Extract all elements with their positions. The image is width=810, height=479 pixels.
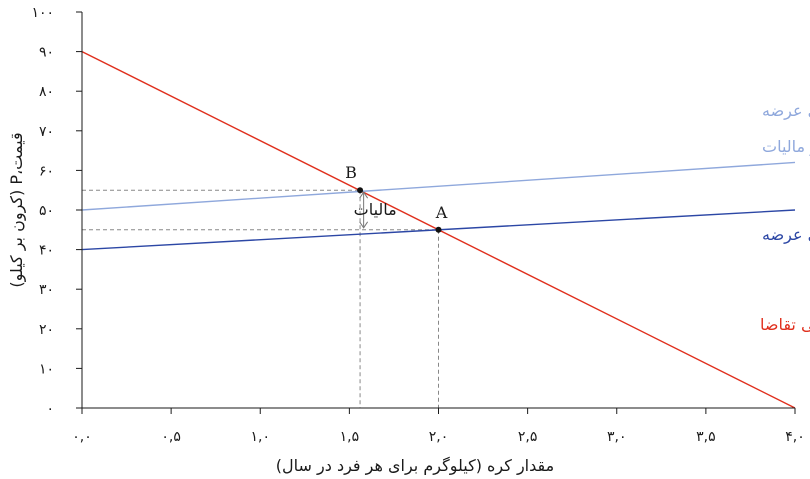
supply-label: منحنی عرضه bbox=[762, 225, 810, 245]
x-axis-title: مقدار کره (کیلوگرم برای هر فرد در سال) bbox=[276, 456, 554, 476]
y-tick-label: ۶۰ bbox=[39, 163, 54, 179]
x-tick-label: ۲,۰ bbox=[429, 429, 449, 445]
y-tick-label: ۹۰ bbox=[39, 45, 54, 61]
supply_tax-label: منحنی عرضه bbox=[762, 101, 810, 121]
demand-label: منحنی تقاضا bbox=[760, 315, 810, 334]
y-axis-title: قیمت،P (کرون بر کیلو) bbox=[7, 132, 27, 287]
tick-labels: ۰ ۱۰ ۲۰ ۳۰ ۴۰ ۵۰ ۶۰ ۷۰ ۸۰ ۹۰ ۱۰۰ ۰,۰ ۰,۵ ۱,۰ ۱,۵ ۲,۰ ۲,۵… bbox=[31, 5, 804, 445]
tax-arrow-head-up bbox=[359, 191, 369, 199]
x-tick-label: ۰,۰ bbox=[72, 429, 92, 445]
guide-lines bbox=[82, 189, 439, 408]
supply_tax-label: بعد از مالیات bbox=[762, 137, 810, 157]
y-tick-label: ۷۰ bbox=[39, 124, 54, 140]
x-tick-label: ۱,۵ bbox=[340, 429, 360, 445]
supply_tax-line bbox=[81, 161, 796, 211]
y-tick-label: ۴۰ bbox=[39, 243, 54, 259]
tax-arrow-head-down bbox=[359, 221, 369, 229]
x-tick-label: ۴,۰ bbox=[785, 429, 805, 445]
x-tick-label: ۳,۵ bbox=[696, 429, 716, 445]
point-b bbox=[357, 187, 364, 194]
y-tick-label: ۱۰ bbox=[39, 361, 54, 377]
y-tick-label: ۳۰ bbox=[39, 282, 54, 298]
point-label-b: B bbox=[345, 163, 357, 182]
y-tick-label: ۸۰ bbox=[39, 84, 54, 100]
y-tick-label: ۱۰۰ bbox=[31, 5, 54, 21]
y-tick-label: ۵۰ bbox=[39, 203, 54, 219]
y-tick-label: ۰ bbox=[46, 401, 54, 417]
annotations: A B مالیات bbox=[345, 163, 448, 233]
point-a bbox=[435, 226, 442, 233]
x-tick-label: ۰,۵ bbox=[161, 429, 181, 445]
x-tick-label: ۳,۰ bbox=[607, 429, 627, 445]
x-tick-label: ۲,۵ bbox=[518, 429, 538, 445]
tax-label: مالیات bbox=[354, 200, 397, 219]
point-label-a: A bbox=[435, 203, 448, 222]
x-tick-label: ۱,۰ bbox=[251, 429, 271, 445]
y-tick-label: ۲۰ bbox=[39, 322, 54, 338]
series-labels: منحنی تقاضا منحنی عرضه منحنی عرضه بعد از ما… bbox=[760, 101, 810, 334]
